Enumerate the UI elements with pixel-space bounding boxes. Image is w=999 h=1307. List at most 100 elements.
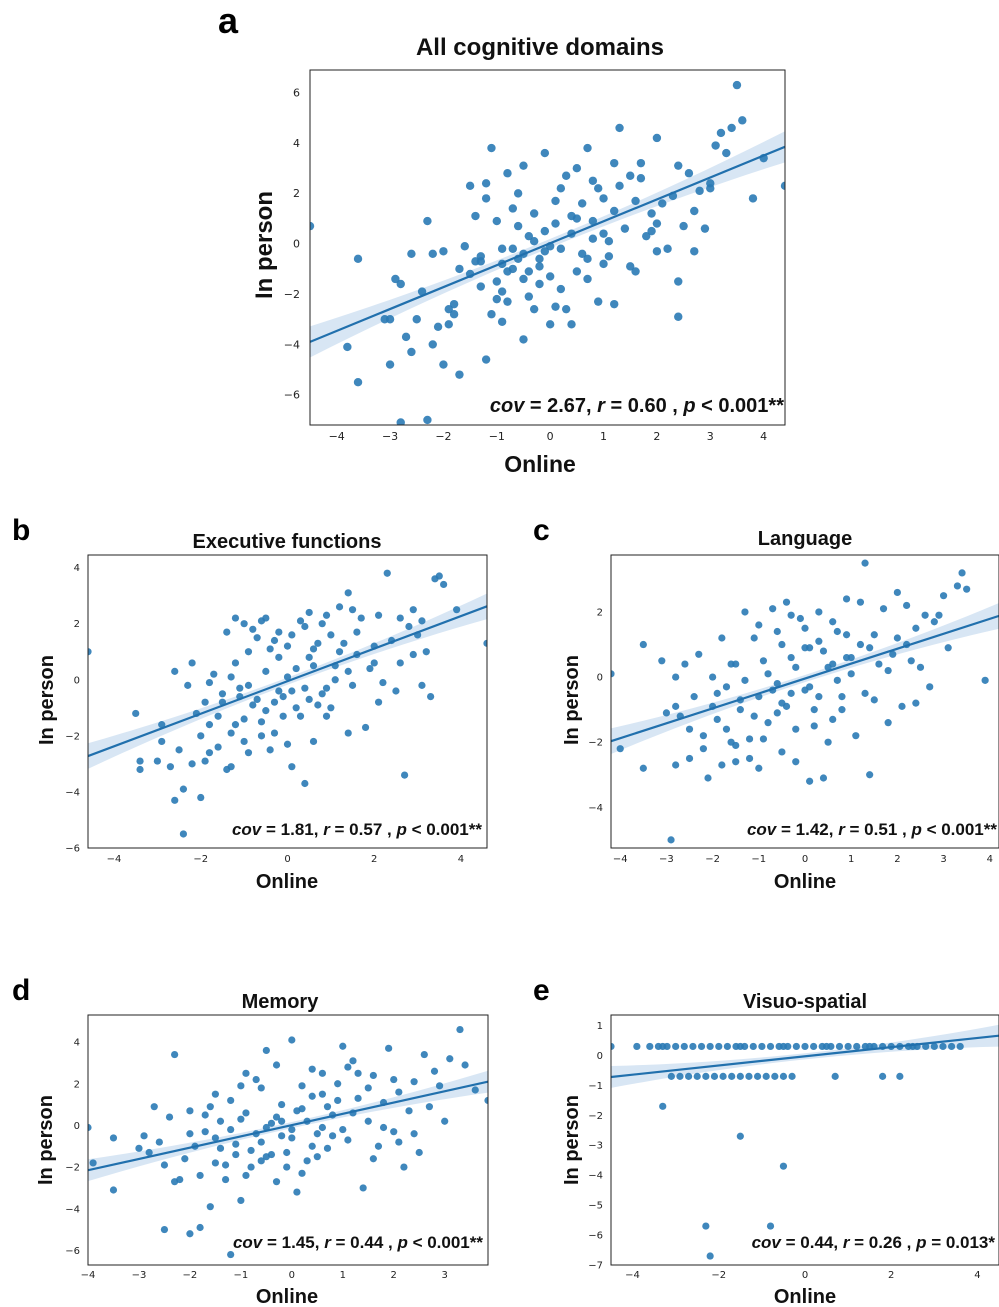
data-point	[484, 1096, 488, 1105]
data-point	[292, 704, 300, 712]
data-point	[572, 163, 582, 173]
data-point	[815, 693, 823, 701]
stat-annotation: cov = 0.44, r = 0.26 , p = 0.013*	[752, 1233, 996, 1252]
data-point	[441, 1117, 449, 1125]
data-point	[508, 204, 518, 213]
x-axis-label: Online	[256, 1286, 318, 1307]
data-point	[594, 184, 603, 193]
regression-line	[611, 614, 999, 743]
data-point	[788, 1072, 796, 1080]
data-point	[270, 729, 279, 737]
data-point	[308, 1092, 316, 1100]
data-point	[722, 148, 731, 158]
stat-annotation: cov = 1.42, r = 0.51 , p < 0.001**	[747, 820, 997, 839]
data-point	[240, 715, 248, 723]
data-point	[240, 620, 248, 628]
plot-frame	[87, 554, 488, 849]
x-tick-label: 3	[940, 854, 946, 865]
data-point	[741, 676, 749, 684]
data-point	[958, 569, 966, 577]
data-point	[879, 1072, 887, 1080]
data-point	[658, 199, 667, 208]
data-point	[829, 618, 837, 626]
y-tick-label: −2	[65, 731, 80, 742]
data-point	[551, 219, 560, 228]
data-point	[838, 693, 846, 701]
x-axis-label: Online	[504, 451, 576, 477]
data-point	[407, 347, 416, 357]
data-point	[379, 1123, 388, 1132]
data-point	[288, 687, 296, 695]
data-point	[766, 1222, 775, 1230]
data-point	[391, 274, 400, 284]
data-point	[308, 1065, 316, 1073]
data-point	[833, 676, 841, 684]
data-point	[535, 254, 544, 264]
regression-line	[88, 605, 487, 758]
data-point	[599, 259, 608, 269]
data-point	[684, 169, 694, 178]
data-point	[221, 1161, 230, 1169]
data-point	[278, 1132, 286, 1140]
plot-frame	[610, 554, 999, 849]
data-point	[446, 1055, 454, 1063]
data-point	[410, 1130, 418, 1138]
data-point	[842, 631, 851, 639]
data-point	[856, 598, 865, 606]
data-point	[465, 181, 475, 191]
regression-line	[310, 145, 785, 343]
data-point	[483, 639, 487, 647]
data-point	[309, 645, 318, 653]
data-point	[132, 709, 140, 718]
data-point	[551, 302, 560, 311]
data-point	[340, 639, 348, 647]
regression-line	[88, 1080, 488, 1172]
data-point	[787, 653, 795, 662]
data-point	[829, 715, 837, 724]
data-point	[422, 648, 430, 656]
data-point	[631, 267, 640, 276]
data-point	[283, 642, 292, 650]
y-tick-label: 6	[293, 87, 300, 100]
data-point	[275, 687, 283, 695]
data-point	[779, 1072, 788, 1080]
data-point	[160, 1225, 169, 1234]
data-point	[741, 608, 749, 616]
data-point	[779, 1042, 788, 1051]
panel-letter: d	[12, 974, 30, 1007]
data-point	[383, 569, 391, 577]
data-point	[755, 621, 763, 629]
data-point	[497, 317, 507, 326]
data-point	[249, 701, 257, 709]
data-point	[227, 1125, 235, 1134]
plot-area	[88, 569, 487, 838]
data-point	[430, 1067, 439, 1075]
data-point	[782, 598, 791, 606]
data-point	[283, 1148, 291, 1157]
panel-d: d Memory −4 −3 −2 −1 0 1 2 3 −6 −4 −2 0 2 4 Online In per…	[12, 974, 489, 1307]
data-point	[175, 746, 183, 754]
panel-letter: e	[533, 974, 550, 1007]
data-point	[390, 1128, 398, 1136]
panel-c: c Language −4 −3 −2 −1 0 1 2 3 4 −4 −2 0 2 Online In per…	[533, 514, 999, 893]
data-point	[792, 758, 800, 766]
y-tick-label: 0	[74, 675, 80, 686]
data-point	[594, 297, 603, 306]
y-tick-label: 4	[293, 137, 300, 150]
data-point	[722, 683, 731, 691]
data-point	[385, 360, 395, 369]
panel-letter: c	[533, 514, 550, 547]
data-point	[718, 761, 726, 769]
data-point	[481, 179, 491, 188]
data-point	[218, 690, 227, 698]
data-point	[583, 254, 592, 264]
data-point	[792, 1042, 800, 1051]
data-point	[773, 627, 781, 636]
data-point	[981, 676, 989, 684]
data-point	[461, 1061, 469, 1069]
data-point	[963, 585, 971, 593]
data-point	[171, 667, 179, 675]
data-point	[497, 244, 507, 253]
data-point	[853, 1042, 861, 1051]
data-point	[801, 1042, 809, 1051]
